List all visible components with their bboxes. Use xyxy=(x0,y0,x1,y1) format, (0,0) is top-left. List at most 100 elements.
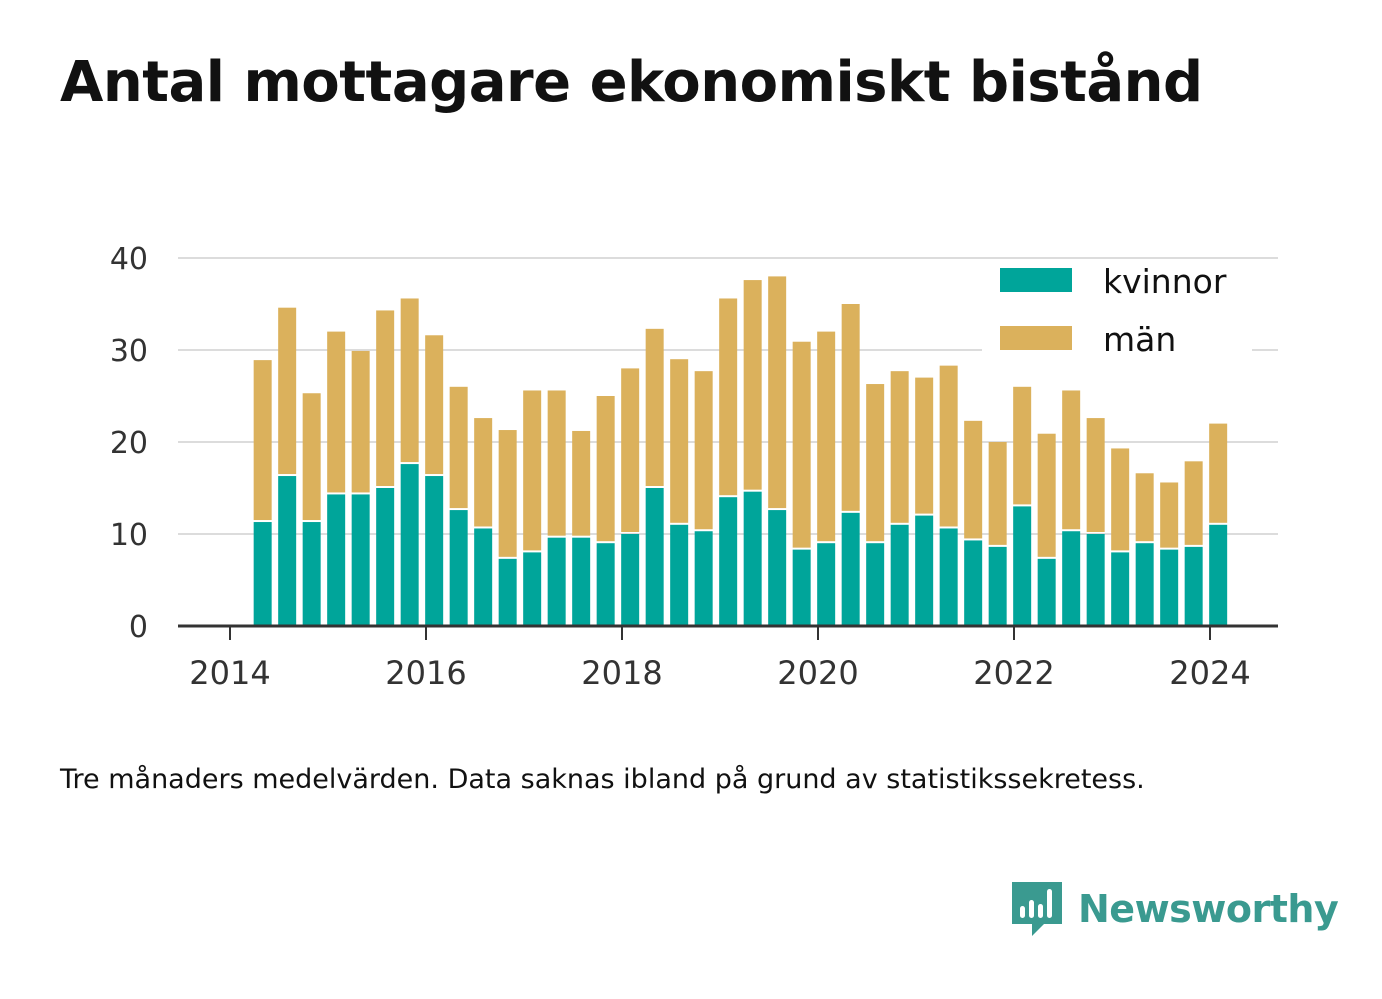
bar-kvinnor xyxy=(841,512,860,626)
bar-man xyxy=(719,298,738,496)
bar-kvinnor xyxy=(572,537,591,626)
footnote: Tre månaders medelvärden. Data saknas ib… xyxy=(60,764,1145,795)
bars xyxy=(253,276,1228,626)
bar-kvinnor xyxy=(719,497,738,626)
bar-kvinnor xyxy=(866,543,885,626)
bar-man xyxy=(1135,473,1154,542)
chart-title: Antal mottagare ekonomiskt bistånd xyxy=(60,50,1203,115)
bar-kvinnor xyxy=(351,494,370,626)
bar-kvinnor xyxy=(1013,506,1032,626)
bar-man xyxy=(351,350,370,493)
bar-kvinnor xyxy=(376,488,395,626)
bar-kvinnor xyxy=(890,524,909,626)
bar-man xyxy=(327,331,346,493)
y-tick-label: 10 xyxy=(110,518,148,553)
legend: kvinnor män xyxy=(982,262,1252,359)
bar-kvinnor xyxy=(621,534,640,626)
bar-man xyxy=(890,371,909,523)
bar-man xyxy=(1111,448,1130,551)
bar-kvinnor xyxy=(670,524,689,626)
bar-kvinnor xyxy=(327,494,346,626)
bar-kvinnor xyxy=(768,510,787,626)
bar-kvinnor xyxy=(1086,534,1105,626)
y-tick-label: 40 xyxy=(110,242,148,277)
bar-kvinnor xyxy=(743,491,762,626)
bar-kvinnor xyxy=(1135,543,1154,626)
brand-logo: Newsworthy xyxy=(1010,880,1339,938)
x-tick-label: 2016 xyxy=(385,654,466,692)
bar-kvinnor xyxy=(474,528,493,626)
bar-kvinnor xyxy=(792,549,811,626)
bar-man xyxy=(743,280,762,490)
bar-man xyxy=(596,396,615,542)
bar-man xyxy=(498,430,517,557)
bar-kvinnor xyxy=(278,476,297,626)
bar-man xyxy=(768,276,787,509)
x-tick-label: 2018 xyxy=(581,654,662,692)
bar-kvinnor xyxy=(694,531,713,626)
bar-kvinnor xyxy=(523,552,542,626)
bar-man xyxy=(841,304,860,511)
bar-man xyxy=(670,359,689,523)
bar-man xyxy=(817,331,836,542)
bar-kvinnor xyxy=(400,464,419,626)
bar-kvinnor xyxy=(964,540,983,626)
bar-kvinnor xyxy=(939,528,958,626)
bar-kvinnor xyxy=(302,522,321,626)
bar-kvinnor xyxy=(645,488,664,626)
bar-man xyxy=(302,393,321,521)
bar-kvinnor xyxy=(1062,531,1081,626)
bar-man xyxy=(1086,418,1105,532)
bar-man xyxy=(964,420,983,539)
bar-man xyxy=(866,384,885,542)
bar-kvinnor xyxy=(915,515,934,626)
bar-man xyxy=(645,328,664,486)
bar-kvinnor xyxy=(547,537,566,626)
bar-man xyxy=(400,298,419,463)
bar-man xyxy=(1160,482,1179,548)
bar-man xyxy=(621,368,640,532)
bar-kvinnor xyxy=(498,558,517,626)
legend-swatch xyxy=(1000,268,1072,292)
x-tick-label: 2024 xyxy=(1169,654,1250,692)
bar-kvinnor xyxy=(596,543,615,626)
y-tick-label: 30 xyxy=(110,334,148,369)
bar-kvinnor xyxy=(253,522,272,626)
bar-man xyxy=(523,390,542,551)
bar-man xyxy=(449,386,468,509)
axes: 0 10 20 30 40 2014 2016 2018 2020 2022 2024 xyxy=(110,242,1278,692)
bar-man xyxy=(792,341,811,548)
legend-swatch xyxy=(1000,326,1072,350)
bar-man xyxy=(376,310,395,486)
bar-kvinnor xyxy=(1160,549,1179,626)
newsworthy-logo-icon xyxy=(1012,882,1062,936)
bar-kvinnor xyxy=(1037,558,1056,626)
bar-man xyxy=(278,307,297,475)
bar-man xyxy=(1013,386,1032,505)
bar-man xyxy=(694,371,713,530)
bar-kvinnor xyxy=(425,476,444,626)
bar-man xyxy=(915,377,934,514)
bar-kvinnor xyxy=(1184,546,1203,626)
bar-man xyxy=(1037,433,1056,557)
x-tick-label: 2022 xyxy=(973,654,1054,692)
bar-kvinnor xyxy=(1111,552,1130,626)
legend-label: kvinnor xyxy=(1103,262,1227,301)
x-tick-label: 2014 xyxy=(189,654,270,692)
bar-man xyxy=(253,360,272,521)
bar-man xyxy=(425,335,444,475)
bar-kvinnor xyxy=(449,510,468,626)
bar-man xyxy=(988,442,1007,545)
bar-man xyxy=(1184,461,1203,545)
bar-man xyxy=(547,390,566,536)
y-tick-label: 0 xyxy=(129,610,148,645)
y-tick-label: 20 xyxy=(110,426,148,461)
bar-man xyxy=(939,365,958,527)
bar-kvinnor xyxy=(1209,524,1228,626)
bar-man xyxy=(1209,423,1228,523)
bar-kvinnor xyxy=(988,546,1007,626)
bar-man xyxy=(474,418,493,527)
bar-kvinnor xyxy=(817,543,836,626)
bar-man xyxy=(1062,390,1081,530)
